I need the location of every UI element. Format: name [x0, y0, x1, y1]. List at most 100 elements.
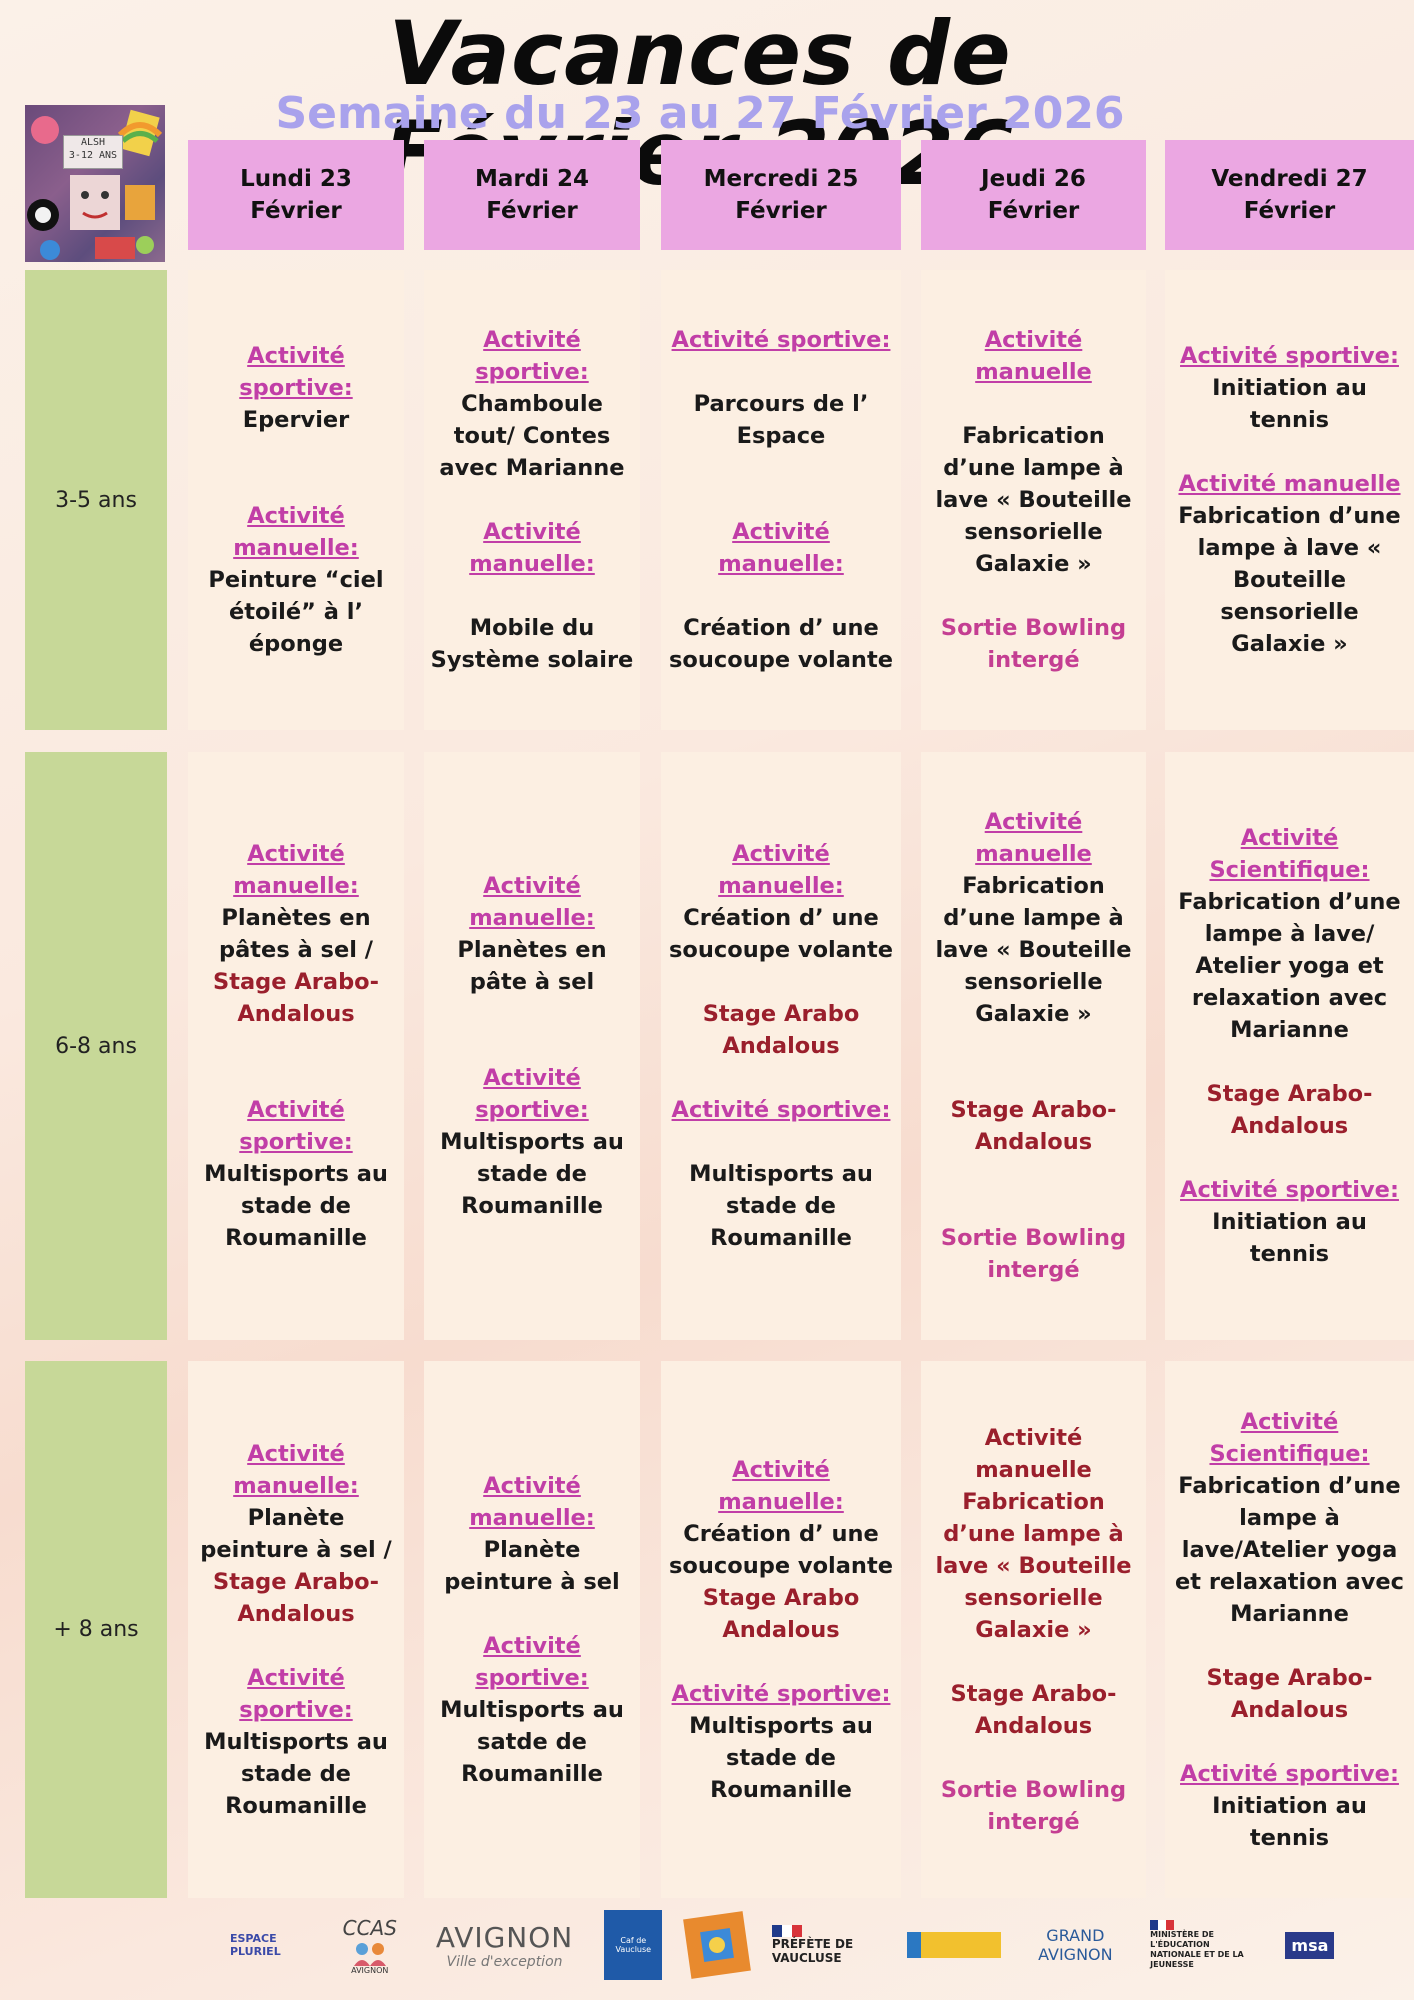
activity-label: Activité Scientifique:: [1209, 825, 1370, 883]
activity-description: Planètes en pâte à sel: [457, 937, 607, 995]
activity-description: Multisports au stade de Roumanille: [440, 1129, 624, 1219]
day-header-line2: Février: [735, 198, 827, 224]
schedule-cell-3-5-friday: Activité sportive: Initiation au tennis …: [1165, 270, 1414, 730]
age-group-3-5: 3-5 ans: [25, 270, 167, 730]
ccas-logo: CCAS AVIGNON: [335, 1916, 405, 1975]
activity-label: Activité manuelle:: [233, 841, 359, 899]
activity-description: Fabrication d’une lampe à lave « Bouteil…: [935, 423, 1132, 577]
schedule-cell-8-plus-monday: Activité manuelle: Planète peinture à se…: [188, 1361, 404, 1898]
activity-label: Activité sportive:: [239, 343, 353, 401]
activity-description: Mobile du Système solaire: [430, 615, 634, 673]
schedule-cell-3-5-monday: Activité sportive: Epervier Activité man…: [188, 270, 404, 730]
avignon-text: AVIGNON: [435, 1920, 574, 1954]
day-header-line1: Vendredi 27: [1211, 166, 1368, 192]
day-header-line1: Lundi 23: [240, 166, 352, 192]
activity-description: Multisports au stade de Roumanille: [204, 1728, 388, 1819]
activity-label: Activité sportive:: [475, 1632, 589, 1691]
msa-logo: msa: [1270, 1931, 1350, 1959]
caf-logo: Caf de Vaucluse: [604, 1910, 663, 1980]
activity-label: Activité Scientifique:: [1209, 1408, 1370, 1467]
vaucluse-icon: [700, 1928, 735, 1962]
activity-description: Fabrication d’une lampe à lave « Bouteil…: [1178, 503, 1401, 657]
activity-description: Peinture “ciel étoilé” à l’ éponge: [208, 567, 384, 657]
schedule-cell-6-8-thursday: Activité manuelle Fabrication d’une lamp…: [921, 752, 1146, 1340]
avignon-logo: AVIGNON Ville d'exception: [430, 1921, 580, 1970]
activity-label: Activité sportive:: [1180, 1177, 1399, 1203]
day-header-thursday: Jeudi 26 Février: [921, 140, 1146, 250]
stage-label: Stage Arabo-Andalous: [1206, 1664, 1373, 1723]
activity-label: Activité sportive:: [671, 1680, 891, 1707]
activity-description: Chamboule tout/ Contes avec Marianne: [439, 391, 625, 481]
schedule-cell-6-8-tuesday: Activité manuelle: Planètes en pâte à se…: [424, 752, 640, 1340]
flag-icon: [771, 1925, 802, 1937]
activity-label: Activité sportive:: [1180, 343, 1399, 369]
activity-description: Epervier: [242, 407, 350, 433]
ccas-text: CCAS: [342, 1915, 397, 1940]
activity-label: Activité manuelle:: [469, 1472, 595, 1531]
ministere-text: MINISTÈRE DE L'ÉDUCATION NATIONALE ET DE…: [1150, 1930, 1244, 1969]
day-header-line2: Février: [987, 198, 1080, 224]
activity-label: Activité sportive:: [239, 1664, 353, 1723]
activity-label: Activité sportive:: [475, 327, 589, 385]
prefete-text: PRÉFÈTE DE VAUCLUSE: [771, 1937, 854, 1965]
activity-description: Création d’ une soucoupe volante: [669, 615, 893, 673]
msa-text: msa: [1285, 1931, 1335, 1959]
activity-description: Initiation au tennis: [1212, 375, 1367, 433]
activity-label: Activité sportive:: [671, 1097, 891, 1123]
age-group-6-8: 6-8 ans: [25, 752, 167, 1340]
day-header-line1: Mardi 24: [474, 166, 590, 192]
activity-description: Planètes en pâtes à sel /: [219, 905, 373, 963]
day-header-wednesday: Mercredi 25 Février: [661, 140, 901, 250]
activity-label: Activité manuelle:: [469, 873, 595, 931]
activity-label: Activité manuelle:: [718, 841, 844, 899]
activity-label: Activité manuelle:: [469, 519, 595, 577]
activity-manual-label: Activité manuelle Fabrication d’une lamp…: [935, 1424, 1132, 1643]
schedule-cell-8-plus-thursday: Activité manuelle Fabrication d’une lamp…: [921, 1361, 1146, 1898]
espace-pluriel-logo: ESPACE PLURIEL: [230, 1932, 310, 1958]
schedule-cell-6-8-wednesday: Activité manuelle: Création d’ une souco…: [661, 752, 901, 1340]
outing-label: Sortie Bowling intergé: [940, 1225, 1127, 1283]
activity-label: Activité manuelle:: [233, 503, 359, 561]
day-header-tuesday: Mardi 24 Février: [424, 140, 640, 250]
schedule-cell-3-5-thursday: Activité manuelle Fabrication d’une lamp…: [921, 270, 1146, 730]
activity-description: Multisports au stade de Roumanille: [689, 1161, 873, 1251]
activity-description: Multisports au stade de Roumanille: [689, 1712, 873, 1803]
flag-icon: [1150, 1920, 1175, 1930]
activity-label: Activité sportive:: [239, 1097, 353, 1155]
day-header-line1: Mercredi 25: [703, 166, 859, 192]
activity-label: Activité sportive:: [671, 327, 891, 353]
grand-avignon-logo: GRAND AVIGNON: [1025, 1926, 1125, 1964]
activity-description: Planète peinture à sel /: [200, 1504, 392, 1563]
page-subtitle: Semaine du 23 au 27 Février 2026: [275, 88, 1125, 139]
activity-description: Création d’ une soucoupe volante: [669, 905, 893, 963]
activity-description: Planète peinture à sel: [444, 1536, 620, 1595]
activity-label: Activité manuelle: [1178, 471, 1401, 497]
grand-avignon-text: GRAND AVIGNON: [1038, 1926, 1113, 1964]
day-header-line2: Février: [486, 198, 578, 224]
schedule-cell-3-5-tuesday: Activité sportive: Chamboule tout/ Conte…: [424, 270, 640, 730]
stage-label: Stage Arabo Andalous: [702, 1001, 860, 1059]
activity-description: Fabrication d’une lampe à lave « Bouteil…: [935, 873, 1132, 1027]
caf-text: Caf de Vaucluse: [615, 1936, 652, 1954]
ministere-logo: MINISTÈRE DE L'ÉDUCATION NATIONALE ET DE…: [1150, 1920, 1245, 1970]
alsh-logo-image: ALSH 3-12 ANS: [25, 105, 165, 262]
age-group-8-plus: + 8 ans: [25, 1361, 167, 1898]
alsh-sign: ALSH 3-12 ANS: [63, 135, 123, 169]
partner-logos: ESPACE PLURIEL CCAS AVIGNON AVIGNON Vill…: [230, 1905, 1350, 1985]
stage-label: Stage Arabo-Andalous: [950, 1680, 1117, 1739]
schedule-cell-3-5-wednesday: Activité sportive: Parcours de l’ Espace…: [661, 270, 901, 730]
day-header-line1: Jeudi 26: [981, 166, 1086, 192]
stage-label: Stage Arabo-Andalous: [950, 1097, 1117, 1155]
activity-description: Initiation au tennis: [1212, 1209, 1367, 1267]
kids-drawing-icon: [27, 109, 163, 260]
stage-label: Stage Arabo Andalous: [702, 1584, 860, 1643]
alsh-sign-line2: 3-12 ANS: [68, 150, 118, 161]
activity-description: Parcours de l’ Espace: [693, 391, 869, 449]
activity-description: Création d’ une soucoupe volante: [669, 1520, 893, 1579]
vaucluse-logo: [683, 1911, 751, 1979]
day-header-monday: Lundi 23 Février: [188, 140, 404, 250]
activity-label: Activité manuelle: [975, 327, 1092, 385]
espace-pluriel-text: ESPACE PLURIEL: [230, 1932, 281, 1958]
activity-description: Multisports au satde de Roumanille: [440, 1696, 624, 1787]
activity-description: Initiation au tennis: [1212, 1792, 1367, 1851]
